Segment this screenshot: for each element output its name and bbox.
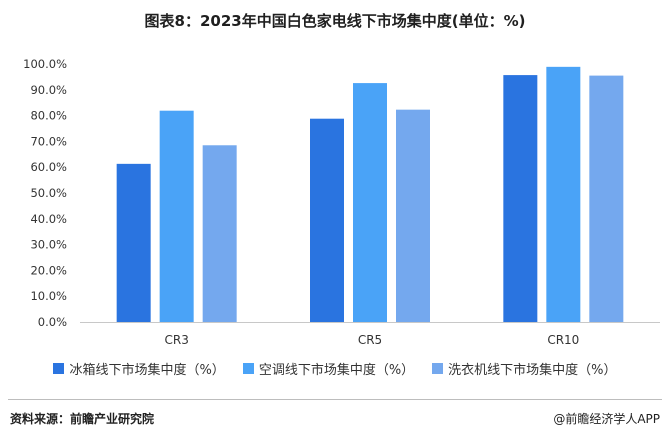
- y-tick-label: 40.0%: [30, 212, 67, 226]
- bar: [589, 75, 624, 322]
- credit-note: @前瞻经济学人APP: [553, 412, 660, 426]
- y-tick-label: 100.0%: [23, 57, 67, 71]
- y-tick-label: 50.0%: [30, 186, 67, 200]
- bar-chart: 0.0% 10.0% 20.0% 30.0% 40.0% 50.0% 60.0% 70.0% 8…: [23, 57, 660, 347]
- bar: [310, 118, 344, 322]
- y-tick-label: 30.0%: [30, 238, 67, 252]
- legend-swatch: [432, 363, 444, 374]
- legend-label: 冰箱线下市场集中度（%）: [69, 363, 225, 378]
- y-axis: 0.0% 10.0% 20.0% 30.0% 40.0% 50.0% 60.0% 70.0% 8…: [23, 57, 67, 329]
- legend-label: 洗衣机线下市场集中度（%）: [448, 363, 617, 378]
- bar: [503, 75, 538, 323]
- chart-title: 图表8：2023年中国白色家电线下市场集中度(单位：%): [144, 12, 526, 30]
- legend-item: 空调线下市场集中度（%）: [242, 359, 415, 378]
- legend: 冰箱线下市场集中度（%） 空调线下市场集中度（%） 洗衣机线下市场集中度（%）: [0, 359, 670, 378]
- y-tick-label: 90.0%: [30, 83, 67, 97]
- y-tick-label: 10.0%: [30, 289, 67, 303]
- bars: [116, 66, 624, 323]
- x-tick-label: CR10: [547, 333, 579, 347]
- x-tick-label: CR3: [164, 333, 188, 347]
- bar: [353, 83, 387, 322]
- source-note: 资料来源：前瞻产业研究院: [10, 412, 155, 426]
- y-tick-label: 0.0%: [38, 315, 67, 329]
- y-tick-label: 60.0%: [30, 160, 67, 174]
- bar: [202, 145, 237, 322]
- bar: [396, 109, 430, 322]
- y-tick-label: 20.0%: [30, 263, 67, 277]
- legend-item: 洗衣机线下市场集中度（%）: [432, 359, 617, 378]
- footer-divider: [8, 399, 662, 400]
- y-tick-label: 80.0%: [30, 109, 67, 123]
- bar: [159, 110, 194, 322]
- legend-item: 冰箱线下市场集中度（%）: [53, 359, 225, 378]
- legend-swatch: [53, 363, 65, 374]
- bar: [116, 163, 151, 322]
- legend-label: 空调线下市场集中度（%）: [258, 363, 415, 378]
- y-tick-label: 70.0%: [30, 134, 67, 148]
- bar: [546, 66, 581, 322]
- x-tick-label: CR5: [358, 333, 382, 347]
- x-axis: CR3 CR5 CR10: [80, 322, 660, 347]
- legend-swatch: [242, 363, 254, 374]
